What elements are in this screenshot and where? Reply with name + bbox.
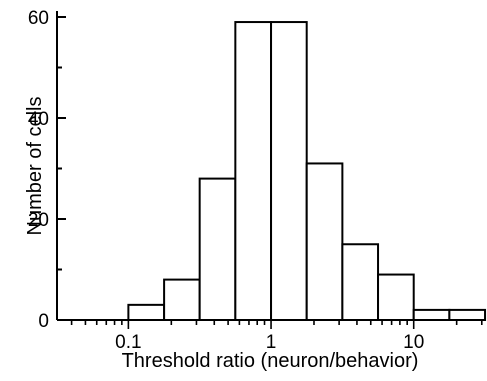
histogram-bar — [377, 273, 415, 321]
y-tick-label: 40 — [28, 109, 49, 130]
y-tick-label: 60 — [28, 8, 49, 29]
bars-group — [127, 21, 487, 322]
y-tick-label: 20 — [28, 210, 49, 231]
histogram-bar — [305, 162, 344, 321]
histogram-bar — [127, 303, 166, 322]
histogram-bar — [341, 243, 380, 321]
x-tick-label: 1 — [266, 332, 277, 353]
y-axis-label: Number of cells — [24, 97, 46, 236]
x-tick-label: 0.1 — [115, 332, 141, 353]
histogram-bar — [163, 278, 201, 322]
y-tick-label: 0 — [38, 311, 49, 332]
histogram-bar — [412, 308, 451, 321]
histogram-bar — [234, 21, 273, 322]
y-axis: 0 20 40 60 — [28, 8, 66, 332]
histogram-bar — [198, 177, 237, 321]
histogram-bar — [270, 21, 308, 322]
histogram-bar — [448, 308, 487, 321]
x-axis-label: Threshold ratio (neuron/behavior) — [122, 350, 419, 372]
x-tick-label: 10 — [403, 332, 424, 353]
x-axis: 0.1 1 10 — [57, 319, 485, 353]
